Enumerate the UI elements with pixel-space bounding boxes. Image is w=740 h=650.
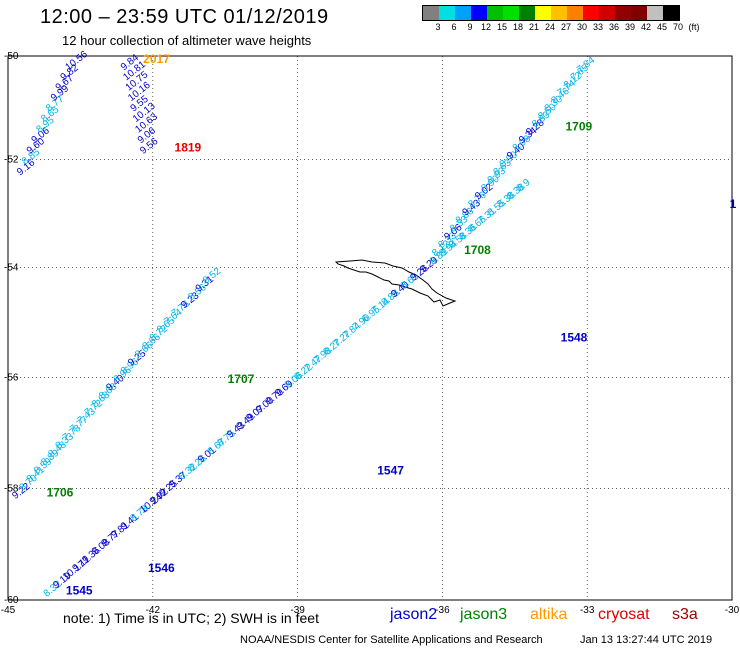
color-scale-label: 24 [544,22,555,32]
color-scale-swatch [615,6,631,20]
lon-tick-label: -30 [725,605,740,616]
color-scale-label: (ft) [688,22,700,32]
color-scale-label: 9 [467,22,473,32]
lat-tick-label: -58 [4,483,19,494]
pass-time-label: 1708 [464,243,491,257]
color-scale-swatch [663,6,679,20]
pass-time-label: 1819 [175,141,202,155]
satellite-legend-jason3: jason3 [460,606,508,623]
satellite-legend-s3a: s3a [672,606,698,623]
color-scale-swatch [503,6,519,20]
satellite-legend-altika: altika [530,606,568,623]
lat-tick-label: -56 [4,372,19,383]
satellite-legend-cryosat: cryosat [598,606,650,623]
color-scale-label: 21 [528,22,539,32]
color-scale-label: 36 [608,22,619,32]
map-grid: -45 -42 -39 -36 -33 -30 -50 -52 -54 -56 -58 -60 [1,51,740,616]
lat-tick-label: -54 [4,263,19,274]
south-georgia-coastline [334,259,457,307]
color-scale-swatch [647,6,663,20]
pass-time-label: 2017 [143,52,170,66]
color-scale-label: 15 [496,22,507,32]
pass-time-label: 1547 [377,463,404,477]
pass-time-label: 1709 [565,119,592,133]
lon-tick-label: -39 [290,605,305,616]
satellite-legend-jason2: jason2 [390,606,438,623]
lat-tick-label: -60 [4,595,19,606]
color-scale-label: 42 [640,22,651,32]
color-scale-swatch [519,6,535,20]
color-scale-swatch [631,6,647,20]
credit-line: NOAA/NESDIS Center for Satellite Applica… [240,634,543,646]
map-frame [7,55,733,601]
color-scale-swatch [455,6,471,20]
lat-tick-label: -52 [4,155,19,166]
track-1708-1709: 8.128.339.068.338.869.438.769.028.908.93… [430,55,597,260]
pass-time-label: 1548 [561,331,588,345]
color-scale-swatch [567,6,583,20]
pass-time-label: 1546 [148,561,175,575]
footer-note: note: 1) Time is in UTC; 2) SWH is in fe… [63,610,319,626]
color-scale-label: 18 [512,22,523,32]
pass-time-label: 1707 [228,372,255,386]
pass-time-label: 1545 [66,583,93,597]
lon-tick-label: -33 [580,605,595,616]
color-scale-label: 39 [624,22,635,32]
map-title: 12:00 – 23:59 UTC 01/12/2019 [40,6,329,28]
color-scale-label: 3 [435,22,441,32]
color-scale-label: 70 [672,22,683,32]
color-scale-swatch [423,6,439,20]
lon-tick-label: -45 [1,605,16,616]
pass-time-labels: 2017 1819 1709 1708 1707 1706 1548 1547 1546 1545… [47,52,737,597]
color-scale-label: 30 [576,22,587,32]
color-scale-label: 27 [560,22,571,32]
lon-tick-label: -42 [146,605,161,616]
track-1819-2017-b: 9.569.0610.6310.139.5510.1610.7510.819.8… [119,52,161,157]
pass-time-label: 1 [730,197,737,211]
color-scale-swatch [487,6,503,20]
color-scale-swatch [535,6,551,20]
color-scale-label: 6 [451,22,457,32]
generated-timestamp: Jan 13 13:27:44 UTC 2019 [580,634,713,646]
track-1819-2017: 9.168.859.609.068.958.658.779.999.679.82… [15,49,90,178]
color-scale-label: 45 [656,22,667,32]
map-subtitle: 12 hour collection of altimeter wave hei… [62,33,312,48]
color-scale-swatch [551,6,567,20]
color-scale-label: 12 [480,22,491,32]
lon-tick-label: -36 [435,605,450,616]
color-scale-swatch [471,6,487,20]
color-scale-label: 33 [592,22,603,32]
pass-time-label: 1706 [47,486,74,500]
color-scale-swatch [439,6,455,20]
altimeter-tracks: 8.128.339.068.338.869.438.769.028.908.93… [10,49,597,600]
south-georgia-island [334,259,457,307]
color-scale-swatch [583,6,599,20]
color-scale-swatch [599,6,615,20]
color-scale-bar [422,5,680,21]
lat-tick-label: -50 [4,51,19,62]
